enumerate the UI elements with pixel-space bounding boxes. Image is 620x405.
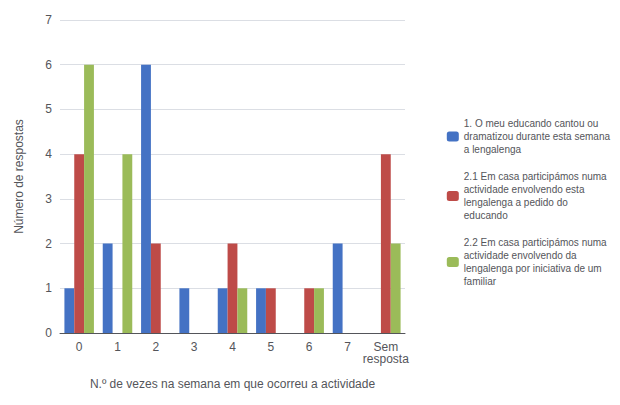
svg-text:resposta: resposta	[363, 352, 409, 366]
svg-text:7: 7	[45, 13, 52, 27]
svg-text:4: 4	[229, 340, 236, 354]
svg-text:7: 7	[344, 340, 351, 354]
svg-text:0: 0	[76, 340, 83, 354]
svg-text:1: 1	[114, 340, 121, 354]
svg-text:familiar: familiar	[464, 276, 497, 287]
svg-text:5: 5	[267, 340, 274, 354]
svg-text:dramatizou durante esta semana: dramatizou durante esta semana	[464, 131, 611, 142]
svg-text:actividade envolvendo esta: actividade envolvendo esta	[464, 184, 585, 195]
svg-text:actividade envolvendo da: actividade envolvendo da	[464, 250, 577, 261]
svg-text:5: 5	[45, 102, 52, 116]
svg-text:a lengalenga: a lengalenga	[464, 144, 522, 155]
svg-text:1: 1	[45, 281, 52, 295]
svg-text:Sem: Sem	[373, 340, 399, 354]
svg-text:6: 6	[306, 340, 313, 354]
svg-text:4: 4	[45, 147, 52, 161]
svg-text:N.º de vezes na semana em que: N.º de vezes na semana em que ocorreu a …	[90, 377, 376, 391]
svg-text:2: 2	[45, 237, 52, 251]
svg-text:3: 3	[191, 340, 198, 354]
svg-text:3: 3	[45, 192, 52, 206]
svg-text:0: 0	[45, 326, 52, 340]
svg-text:6: 6	[45, 58, 52, 72]
svg-text:educando: educando	[464, 210, 508, 221]
svg-text:lengalenga a pedido do: lengalenga a pedido do	[464, 197, 568, 208]
svg-text:2.2 Em casa participámos numa: 2.2 Em casa participámos numa	[464, 237, 607, 248]
svg-text:1. O meu educando cantou ou: 1. O meu educando cantou ou	[464, 118, 599, 129]
svg-text:2: 2	[152, 340, 159, 354]
svg-text:2.1 Em casa participámos numa: 2.1 Em casa participámos numa	[464, 171, 607, 182]
svg-text:Número de respostas: Número de respostas	[12, 119, 26, 234]
svg-text:lengalenga por iniciativa de u: lengalenga por iniciativa de um	[464, 263, 602, 274]
